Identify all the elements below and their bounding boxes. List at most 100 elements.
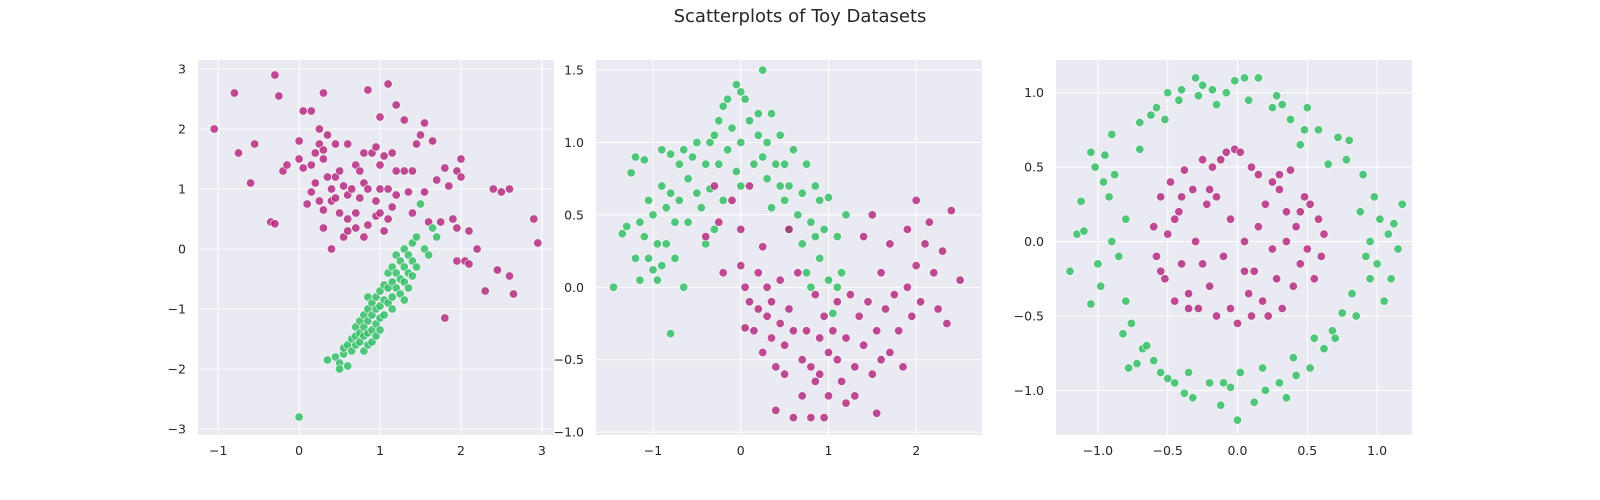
data-point bbox=[452, 223, 462, 233]
data-point bbox=[424, 250, 434, 260]
data-point bbox=[1079, 226, 1089, 236]
data-point bbox=[411, 139, 421, 149]
data-point bbox=[387, 292, 397, 302]
data-point bbox=[670, 217, 680, 227]
data-point bbox=[379, 151, 389, 161]
data-point bbox=[436, 217, 446, 227]
data-point bbox=[504, 271, 514, 281]
data-point bbox=[859, 340, 869, 350]
data-point bbox=[326, 184, 336, 194]
data-point bbox=[692, 138, 702, 148]
series-1 bbox=[1065, 73, 1407, 425]
data-point bbox=[343, 139, 353, 149]
data-point bbox=[1188, 185, 1198, 195]
data-point bbox=[428, 136, 438, 146]
data-point bbox=[1263, 311, 1273, 321]
data-point bbox=[1177, 85, 1187, 95]
data-point bbox=[644, 253, 654, 263]
series-2 bbox=[1149, 144, 1329, 328]
data-point bbox=[375, 208, 385, 218]
data-point bbox=[775, 318, 785, 328]
data-point bbox=[1163, 373, 1173, 383]
data-point bbox=[784, 181, 794, 191]
data-point bbox=[1274, 378, 1284, 388]
data-point bbox=[1323, 159, 1333, 169]
data-point bbox=[946, 206, 956, 216]
data-point bbox=[736, 87, 746, 97]
data-point bbox=[801, 326, 811, 336]
y-tick-label: 0.0 bbox=[564, 280, 584, 295]
data-point bbox=[1114, 251, 1124, 261]
data-point bbox=[762, 174, 772, 184]
data-point bbox=[391, 166, 401, 176]
data-point bbox=[731, 167, 741, 177]
data-point bbox=[1135, 118, 1145, 128]
data-point bbox=[1358, 170, 1368, 180]
data-point bbox=[1174, 95, 1184, 105]
data-point bbox=[452, 256, 462, 266]
data-point bbox=[608, 282, 618, 292]
data-point bbox=[1065, 266, 1075, 276]
data-point bbox=[310, 148, 320, 158]
data-point bbox=[823, 391, 833, 401]
data-point bbox=[1300, 125, 1310, 135]
data-point bbox=[1333, 132, 1343, 142]
data-point bbox=[363, 184, 373, 194]
data-point bbox=[652, 239, 662, 249]
data-point bbox=[302, 199, 312, 209]
data-point bbox=[432, 232, 442, 242]
data-point bbox=[797, 239, 807, 249]
data-point bbox=[810, 376, 820, 386]
data-point bbox=[294, 136, 304, 146]
data-point bbox=[1281, 207, 1291, 217]
data-point bbox=[1198, 80, 1208, 90]
data-point bbox=[639, 232, 649, 242]
data-point bbox=[1309, 333, 1319, 343]
data-point bbox=[1156, 266, 1166, 276]
data-point bbox=[723, 145, 733, 155]
data-point bbox=[314, 124, 324, 134]
data-point bbox=[1110, 170, 1120, 180]
data-point bbox=[828, 308, 838, 318]
x-tick-label: 1.0 bbox=[1367, 443, 1387, 458]
data-point bbox=[1274, 170, 1284, 180]
data-point bbox=[801, 268, 811, 278]
data-point bbox=[740, 323, 750, 333]
data-point bbox=[399, 295, 409, 305]
data-point bbox=[387, 202, 397, 212]
data-point bbox=[322, 130, 332, 140]
data-point bbox=[496, 187, 506, 197]
data-point bbox=[880, 304, 890, 314]
data-point bbox=[375, 184, 385, 194]
data-point bbox=[407, 166, 417, 176]
data-point bbox=[709, 224, 719, 234]
data-point bbox=[1240, 73, 1250, 83]
data-point bbox=[375, 160, 385, 170]
data-point bbox=[322, 355, 332, 365]
data-point bbox=[714, 217, 724, 227]
data-point bbox=[1100, 150, 1110, 160]
data-point bbox=[1219, 378, 1229, 388]
data-point bbox=[1267, 177, 1277, 187]
x-tick-label: 0.0 bbox=[1228, 443, 1248, 458]
data-point bbox=[339, 181, 349, 191]
data-point bbox=[464, 226, 474, 236]
data-point bbox=[1207, 162, 1217, 172]
data-point bbox=[326, 244, 336, 254]
data-point bbox=[1240, 266, 1250, 276]
data-point bbox=[630, 253, 640, 263]
data-point bbox=[270, 70, 280, 80]
data-point bbox=[335, 208, 345, 218]
data-point bbox=[1099, 177, 1109, 187]
data-point bbox=[1281, 393, 1291, 403]
data-point bbox=[1205, 185, 1215, 195]
data-point bbox=[889, 290, 899, 300]
x-tick-label: 1 bbox=[376, 443, 384, 458]
data-point bbox=[1121, 214, 1131, 224]
data-point bbox=[749, 326, 759, 336]
data-point bbox=[419, 187, 429, 197]
data-point bbox=[1216, 155, 1226, 165]
data-point bbox=[1193, 91, 1203, 101]
data-point bbox=[885, 239, 895, 249]
data-point bbox=[657, 145, 667, 155]
